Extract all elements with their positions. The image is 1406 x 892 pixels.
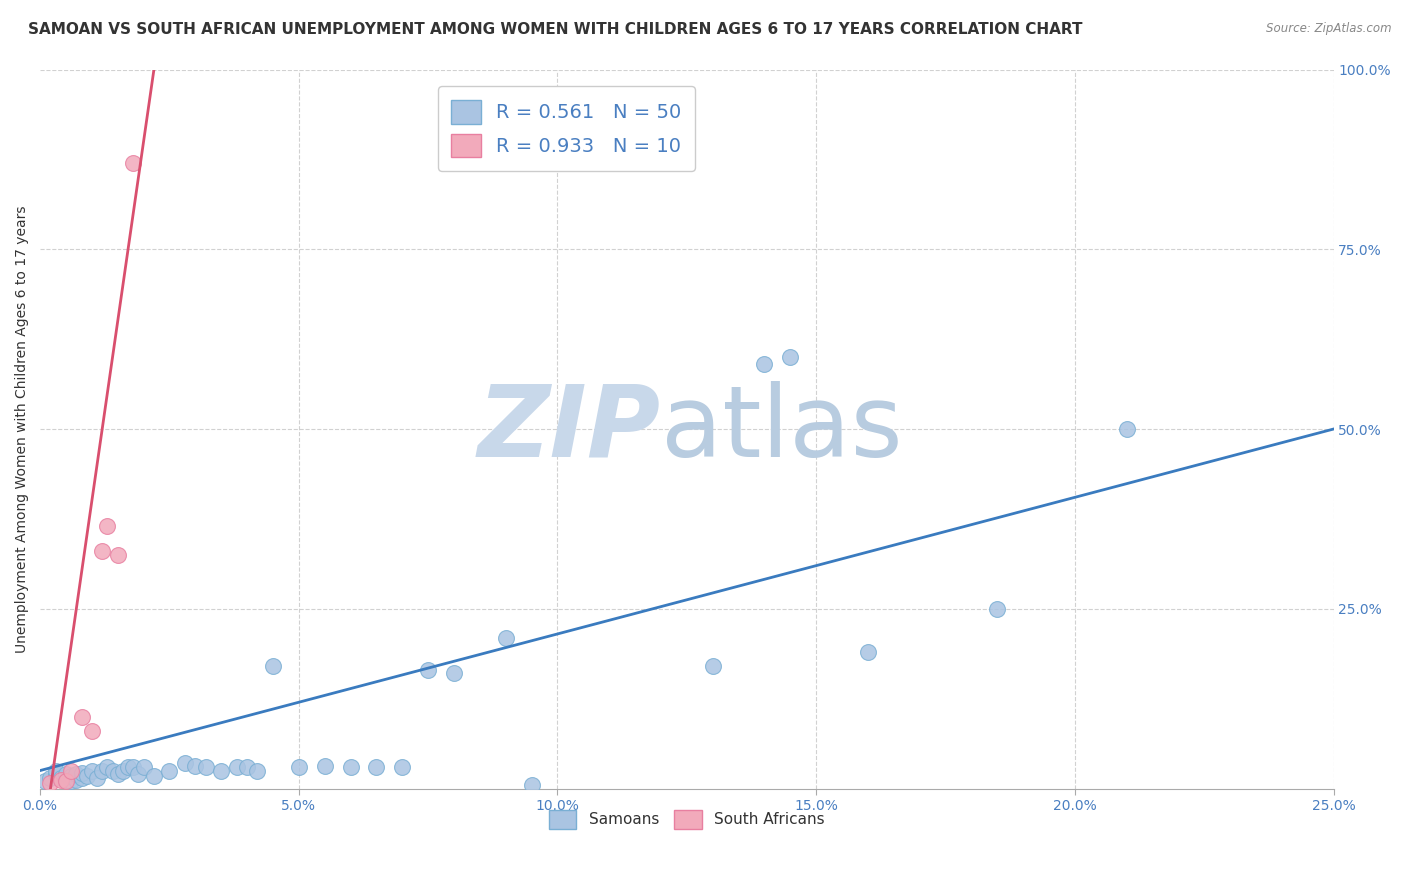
- Text: SAMOAN VS SOUTH AFRICAN UNEMPLOYMENT AMONG WOMEN WITH CHILDREN AGES 6 TO 17 YEAR: SAMOAN VS SOUTH AFRICAN UNEMPLOYMENT AMO…: [28, 22, 1083, 37]
- Point: [70, 709, 93, 723]
- Point: [443, 666, 465, 681]
- Point: [418, 663, 440, 677]
- Point: [779, 350, 801, 364]
- Y-axis label: Unemployment Among Women with Children Ages 6 to 17 years: Unemployment Among Women with Children A…: [15, 205, 30, 653]
- Point: [101, 764, 124, 778]
- Point: [366, 760, 388, 774]
- Point: [49, 772, 72, 787]
- Point: [122, 760, 145, 774]
- Point: [339, 760, 361, 774]
- Point: [209, 764, 232, 778]
- Point: [225, 760, 247, 774]
- Point: [70, 771, 93, 785]
- Point: [288, 760, 311, 774]
- Point: [86, 771, 108, 785]
- Point: [96, 760, 118, 774]
- Point: [495, 631, 517, 645]
- Point: [70, 765, 93, 780]
- Point: [60, 768, 83, 782]
- Point: [520, 778, 543, 792]
- Point: [107, 548, 129, 562]
- Text: ZIP: ZIP: [478, 381, 661, 477]
- Point: [111, 764, 134, 778]
- Point: [45, 764, 67, 778]
- Point: [91, 764, 114, 778]
- Point: [184, 758, 207, 772]
- Point: [96, 519, 118, 533]
- Point: [856, 645, 879, 659]
- Point: [754, 357, 776, 371]
- Point: [80, 724, 103, 739]
- Point: [236, 760, 259, 774]
- Point: [60, 774, 83, 789]
- Point: [117, 760, 139, 774]
- Legend: Samoans, South Africans: Samoans, South Africans: [543, 804, 831, 835]
- Point: [65, 767, 87, 781]
- Point: [45, 767, 67, 781]
- Text: atlas: atlas: [661, 381, 903, 477]
- Text: Source: ZipAtlas.com: Source: ZipAtlas.com: [1267, 22, 1392, 36]
- Point: [55, 774, 77, 789]
- Point: [132, 760, 155, 774]
- Point: [314, 758, 336, 772]
- Point: [702, 659, 724, 673]
- Point: [1115, 422, 1137, 436]
- Point: [262, 659, 284, 673]
- Point: [391, 760, 413, 774]
- Point: [127, 767, 149, 781]
- Point: [49, 771, 72, 785]
- Point: [80, 764, 103, 778]
- Point: [91, 544, 114, 558]
- Point: [60, 764, 83, 778]
- Point: [246, 764, 269, 778]
- Point: [142, 768, 165, 782]
- Point: [174, 756, 197, 771]
- Point: [76, 768, 98, 782]
- Point: [39, 776, 62, 790]
- Point: [39, 771, 62, 785]
- Point: [986, 601, 1008, 615]
- Point: [34, 774, 56, 789]
- Point: [55, 772, 77, 787]
- Point: [159, 764, 181, 778]
- Point: [65, 772, 87, 787]
- Point: [194, 760, 217, 774]
- Point: [107, 767, 129, 781]
- Point: [122, 156, 145, 170]
- Point: [55, 767, 77, 781]
